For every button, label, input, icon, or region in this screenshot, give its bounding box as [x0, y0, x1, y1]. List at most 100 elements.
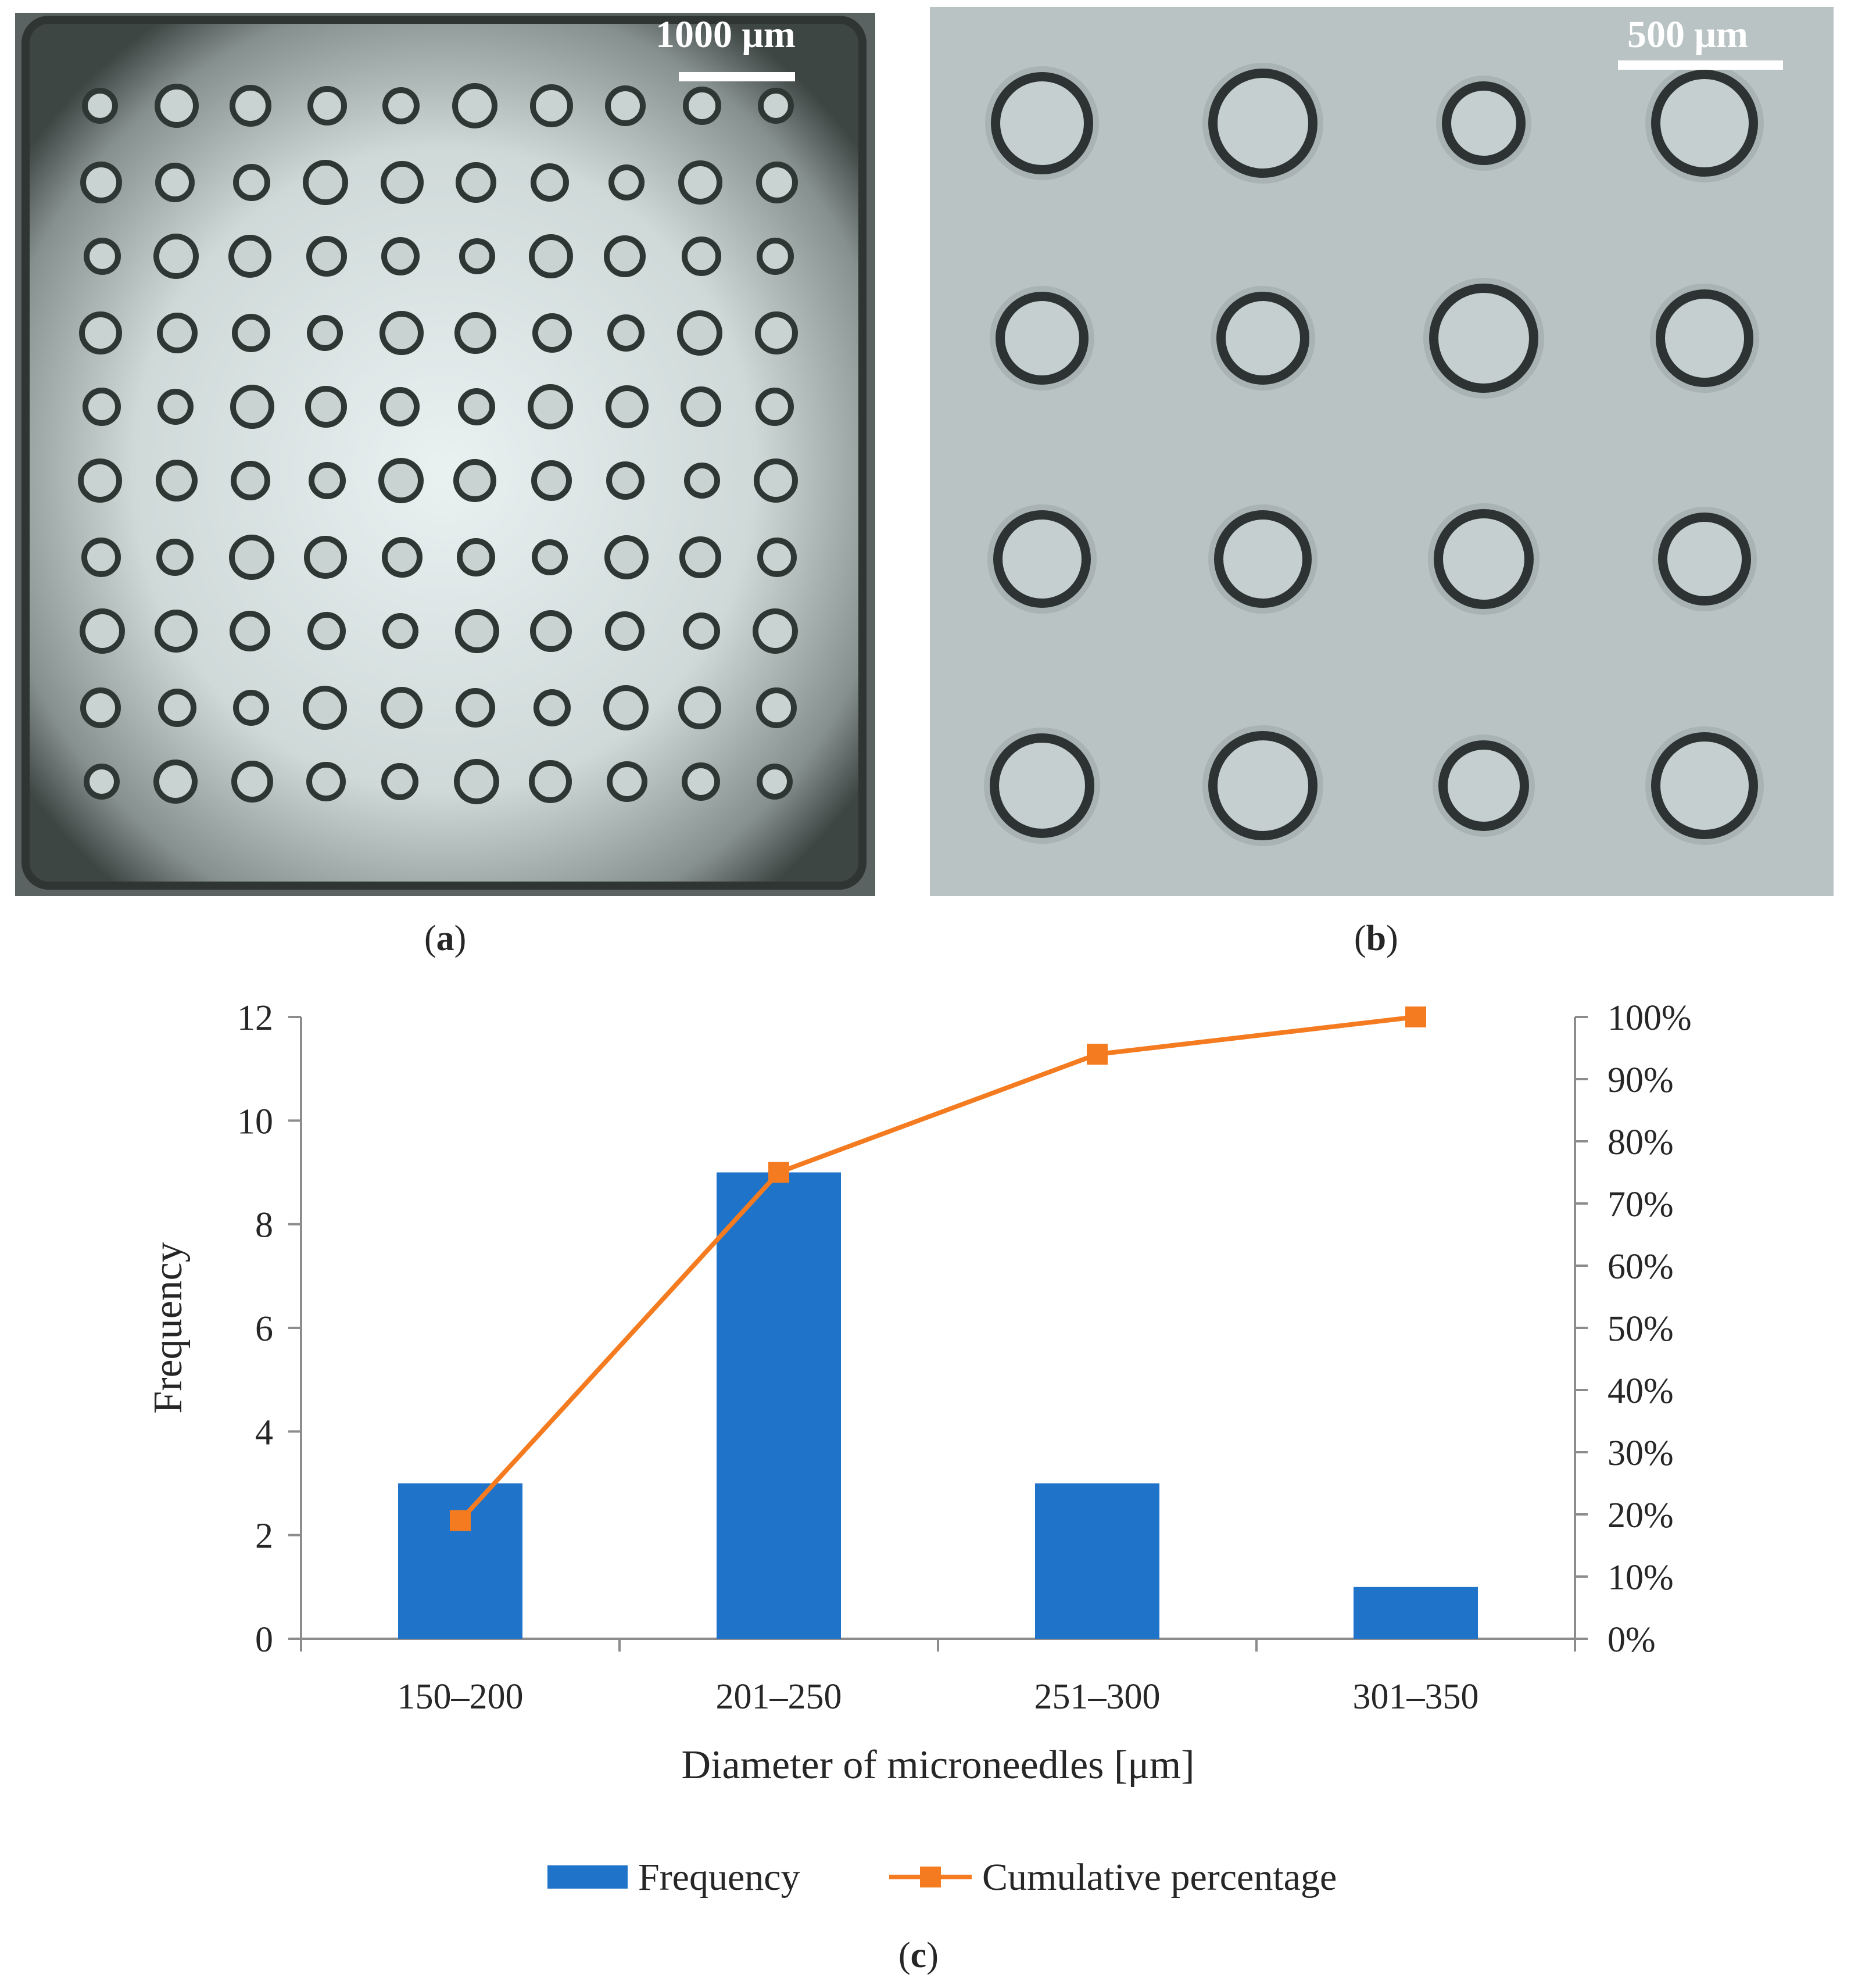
microneedle-mark [231, 761, 273, 803]
microneedle-mark [993, 510, 1091, 608]
y-tick-label-left: 10 [237, 1102, 273, 1141]
microneedle-mark [756, 388, 794, 426]
frequency-bar [1035, 1483, 1159, 1639]
panel-letter-b: b [1366, 919, 1387, 958]
microneedle-mark [378, 458, 424, 503]
microneedle-mark [309, 462, 346, 499]
microneedle-mark [1429, 284, 1538, 393]
microneedle-mark [681, 386, 721, 427]
microneedle-mark [456, 162, 496, 203]
x-tick-label: 301–350 [1353, 1677, 1479, 1717]
microneedle-mark [233, 164, 270, 201]
y-tick-label-left: 8 [255, 1206, 273, 1245]
microneedle-mark [303, 160, 348, 205]
microneedle-mark [991, 72, 1093, 174]
micrograph-full-array [15, 13, 875, 896]
y-tick-label-right: 10% [1607, 1558, 1674, 1597]
microneedle-mark [307, 612, 346, 650]
microneedle-mark [1208, 69, 1317, 178]
microneedle-mark [78, 459, 122, 503]
microneedle-mark [156, 539, 194, 576]
microneedle-mark [1658, 513, 1751, 606]
y-tick-label-right: 0% [1607, 1620, 1656, 1660]
cumulative-percentage-point [450, 1510, 471, 1531]
microneedle-mark [608, 164, 645, 200]
y-tick-label-right: 60% [1607, 1247, 1674, 1287]
y-tick-label-left: 12 [237, 998, 273, 1038]
y-tick-label-right: 80% [1607, 1123, 1674, 1162]
microneedle-mark [683, 612, 720, 650]
microneedle-mark [758, 88, 794, 124]
microneedle-mark [1214, 510, 1312, 608]
microneedle-mark [230, 85, 271, 127]
microneedle-mark [307, 86, 347, 126]
microneedle-mark [381, 687, 423, 729]
microneedle-mark [683, 87, 721, 125]
microneedle-mark [303, 686, 347, 730]
microneedle-mark [678, 686, 721, 729]
microneedle-mark [1208, 731, 1317, 840]
pareto-chart: 0 2 4 6 8 10 12 0% 10% 20% 30% 40% 50% 60% 70% 80% 90% 10… [146, 998, 1692, 1899]
microneedle-mark [305, 386, 347, 428]
microneedle-mark [306, 236, 347, 277]
y-tick-label-right: 50% [1607, 1309, 1674, 1349]
panel-letter-a: a [436, 919, 454, 958]
microneedle-mark [531, 460, 572, 501]
microneedle-mark [604, 235, 646, 277]
cumulative-percentage-line [459, 1015, 1416, 1523]
microneedle-mark [82, 88, 118, 124]
legend-frequency-swatch [547, 1865, 628, 1889]
microneedle-mark [381, 763, 418, 800]
microneedle-mark [530, 84, 573, 127]
microneedle-mark [606, 461, 645, 500]
microneedle-mark [529, 234, 573, 278]
microneedle-mark [228, 235, 271, 278]
microneedle-mark [606, 385, 649, 428]
microneedle-mark [230, 385, 274, 429]
cumulative-percentage-point [1087, 1044, 1108, 1065]
legend-cumulative-marker [920, 1867, 941, 1887]
microneedle-mark [1651, 732, 1758, 839]
legend-frequency-label: Frequency [638, 1856, 800, 1899]
microneedle-mark [380, 387, 420, 427]
microneedle-array-photo [15, 13, 875, 896]
x-tick-label: 150–200 [398, 1677, 524, 1717]
microneedle-mark [306, 762, 346, 801]
microneedle-mark [80, 687, 121, 728]
microneedle-mark [153, 234, 199, 279]
microneedle-mark [79, 311, 122, 354]
scalebar-label-b: 500 μm [1627, 13, 1748, 56]
microneedle-mark [157, 313, 198, 353]
microneedle-mark [605, 611, 645, 651]
microneedle-mark [382, 87, 420, 124]
cumulative-line [450, 1006, 1426, 1531]
y-tick-label-right: 20% [1607, 1496, 1674, 1535]
microneedle-mark [682, 237, 721, 276]
microneedle-mark [232, 314, 270, 352]
x-axis-title: Diameter of microneedles [μm] [682, 1743, 1195, 1788]
microneedle-mark [607, 314, 645, 352]
x-tick-label: 201–250 [716, 1677, 842, 1717]
microneedle-mark [231, 461, 270, 500]
microneedle-mark [678, 160, 722, 205]
microneedle-mark [458, 388, 495, 425]
microneedle-mark [158, 689, 196, 727]
microneedle-mark [756, 687, 797, 728]
microneedle-mark [157, 389, 194, 425]
panel-label-a: (a) [424, 919, 467, 958]
microneedle-mark [307, 315, 343, 351]
microneedle-mark [156, 460, 198, 502]
microneedle-mark [84, 238, 121, 275]
microneedle-mark [757, 764, 793, 800]
microneedle-mark [1651, 70, 1758, 177]
microneedle-mark [229, 535, 274, 580]
microneedle-mark [230, 611, 270, 651]
y-tick-label-right: 70% [1607, 1185, 1674, 1224]
y-tick-label-right: 30% [1607, 1434, 1674, 1473]
microneedle-mark [382, 613, 418, 649]
chart-labels: 0 2 4 6 8 10 12 0% 10% 20% 30% 40% 50% 60% 70% 80% 90% 10… [146, 998, 1692, 1788]
cumulative-percentage-point [1405, 1006, 1426, 1027]
microneedle-mark [233, 690, 269, 726]
y-tick-label-left: 4 [255, 1413, 273, 1452]
microneedle-mark [81, 538, 121, 577]
